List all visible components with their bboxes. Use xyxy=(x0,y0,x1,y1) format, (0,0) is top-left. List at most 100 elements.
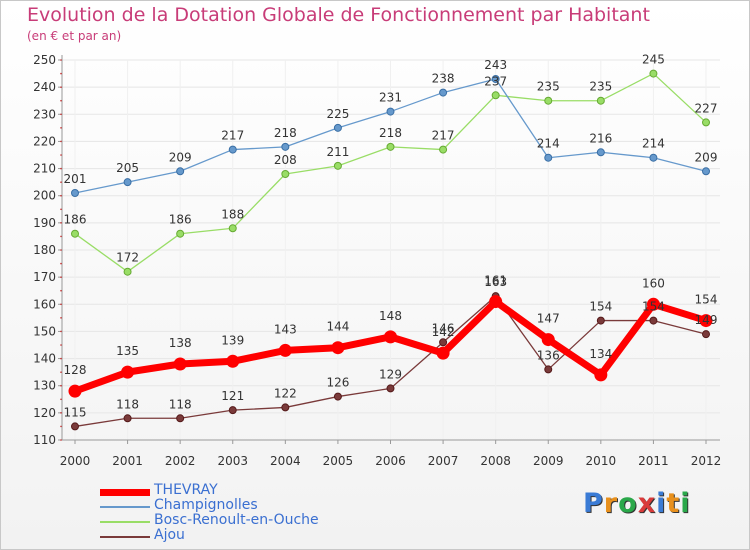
data-label: 147 xyxy=(537,312,560,326)
proxiti-logo: Proxiti xyxy=(583,488,691,519)
data-label: 238 xyxy=(432,72,455,86)
legend-swatch xyxy=(100,536,150,538)
data-point xyxy=(384,330,397,344)
data-label: 205 xyxy=(116,161,139,175)
data-point xyxy=(702,118,710,127)
y-axis-dot xyxy=(60,317,62,319)
data-label: 237 xyxy=(484,74,507,88)
data-point xyxy=(71,422,79,431)
legend-swatch xyxy=(100,521,150,523)
data-label: 186 xyxy=(169,213,192,227)
data-label: 154 xyxy=(589,300,612,314)
y-axis-dot xyxy=(60,439,62,441)
legend-label: Bosc-Renoult-en-Ouche xyxy=(154,512,319,528)
x-tick-label: 2011 xyxy=(638,454,669,468)
data-point xyxy=(333,161,342,170)
data-label: 161 xyxy=(484,274,507,288)
y-axis-dot xyxy=(60,167,62,170)
data-point xyxy=(436,346,450,360)
y-axis-dot xyxy=(60,208,62,211)
data-label: 218 xyxy=(379,126,402,140)
y-axis-dot xyxy=(60,262,62,265)
data-label: 243 xyxy=(484,58,507,72)
data-point xyxy=(544,96,553,105)
y-axis-dot xyxy=(60,72,62,75)
y-tick-label: 130 xyxy=(33,379,56,393)
data-label: 227 xyxy=(695,101,718,115)
data-point xyxy=(439,88,448,97)
x-tick-label: 2009 xyxy=(533,454,564,468)
data-point xyxy=(333,392,342,401)
data-label: 218 xyxy=(274,126,297,140)
y-axis-dot xyxy=(60,249,62,251)
data-label: 231 xyxy=(379,91,402,105)
data-label: 139 xyxy=(221,333,244,347)
y-tick-label: 240 xyxy=(33,80,56,94)
y-tick-label: 140 xyxy=(33,352,56,366)
y-axis-dot xyxy=(60,289,62,292)
y-axis-dot xyxy=(60,181,62,183)
y-tick-label: 200 xyxy=(33,189,56,203)
chart-title: Evolution de la Dotation Globale de Fonc… xyxy=(27,4,650,26)
y-tick-label: 180 xyxy=(33,243,56,257)
logo-letter: o xyxy=(618,488,638,519)
data-label: 135 xyxy=(116,344,139,358)
data-label: 214 xyxy=(642,137,665,151)
legend-swatch xyxy=(100,488,150,496)
data-point xyxy=(123,178,132,187)
y-tick-label: 160 xyxy=(33,297,56,311)
data-point xyxy=(491,91,500,100)
x-tick-label: 2005 xyxy=(323,454,354,468)
data-point xyxy=(702,167,710,176)
data-point xyxy=(544,365,553,374)
y-axis-dot xyxy=(60,371,62,373)
y-axis-dot xyxy=(60,276,62,278)
data-label: 134 xyxy=(589,347,612,361)
y-axis-dot xyxy=(60,303,62,306)
y-axis-dot xyxy=(60,59,62,61)
data-label: 225 xyxy=(326,107,349,121)
data-point xyxy=(123,267,132,276)
data-label: 118 xyxy=(169,397,192,411)
data-point xyxy=(176,229,185,238)
x-tick-label: 2008 xyxy=(480,454,511,468)
logo-letter: t xyxy=(666,488,681,519)
x-tick-label: 2012 xyxy=(691,454,722,468)
data-point xyxy=(439,338,448,347)
data-point xyxy=(646,297,660,311)
data-point xyxy=(71,229,79,238)
legend-swatch xyxy=(100,506,150,508)
data-point xyxy=(281,403,290,412)
data-label: 209 xyxy=(169,150,192,164)
data-point xyxy=(123,414,132,423)
data-label: 163 xyxy=(484,275,507,289)
y-axis-dot xyxy=(60,86,62,88)
data-point xyxy=(702,330,710,339)
y-axis-dot xyxy=(60,412,62,414)
data-label: 146 xyxy=(432,321,455,335)
x-tick-label: 2002 xyxy=(165,454,196,468)
data-label: 148 xyxy=(379,309,402,323)
y-axis-dot xyxy=(60,140,62,143)
y-axis-dot xyxy=(60,235,62,238)
x-tick-label: 2000 xyxy=(60,454,91,468)
data-point xyxy=(228,406,237,415)
data-point xyxy=(331,341,345,355)
data-label: 138 xyxy=(169,336,192,350)
data-point xyxy=(228,145,237,154)
y-tick-label: 230 xyxy=(33,107,56,121)
chart-subtitle: (en € et par an) xyxy=(27,29,122,43)
data-label: 142 xyxy=(432,325,455,339)
data-point xyxy=(439,145,448,154)
x-tick-label: 2006 xyxy=(375,454,406,468)
data-point xyxy=(173,357,187,371)
x-tick-label: 2010 xyxy=(586,454,617,468)
data-label: 209 xyxy=(695,150,718,164)
data-label: 211 xyxy=(326,145,349,159)
data-point xyxy=(281,142,290,151)
data-label: 235 xyxy=(589,80,612,94)
data-point xyxy=(333,123,342,132)
data-label: 172 xyxy=(116,251,139,265)
data-point xyxy=(386,142,395,151)
data-label: 115 xyxy=(64,405,87,419)
